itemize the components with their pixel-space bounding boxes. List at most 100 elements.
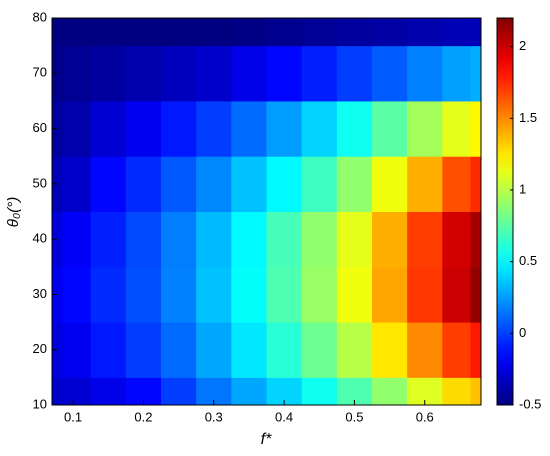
cell — [90, 45, 127, 102]
cell — [442, 322, 471, 378]
cell — [301, 377, 338, 406]
cell — [161, 322, 197, 378]
cell — [90, 377, 127, 406]
cell — [231, 45, 267, 102]
cell — [231, 211, 267, 268]
colorbar-tick-label: 0.5 — [519, 253, 537, 268]
cell — [125, 45, 162, 102]
cell — [407, 211, 443, 268]
cell — [371, 100, 408, 157]
cell — [407, 322, 443, 378]
cell — [336, 211, 373, 268]
cell — [266, 156, 303, 212]
cell — [52, 266, 64, 323]
y-tick-label: 80 — [33, 9, 47, 24]
cell — [196, 18, 232, 47]
cell — [196, 211, 232, 268]
plot-frame — [51, 17, 482, 406]
cell — [62, 45, 92, 102]
cell — [125, 266, 162, 323]
y-tick-label: 20 — [33, 341, 47, 356]
cell — [407, 18, 443, 47]
cell — [442, 156, 471, 212]
cell — [371, 211, 408, 268]
cell — [301, 211, 338, 268]
y-tick-label: 40 — [33, 231, 47, 246]
cell — [470, 377, 482, 406]
cell — [407, 156, 443, 212]
cell — [371, 18, 408, 47]
cell — [52, 377, 64, 406]
cell — [301, 45, 338, 102]
cell — [161, 156, 197, 212]
cell — [52, 211, 64, 268]
cell — [442, 211, 471, 268]
cell — [407, 100, 443, 157]
cell — [442, 45, 471, 102]
x-axis-label: f* — [261, 431, 272, 448]
cell — [196, 266, 232, 323]
cell — [371, 377, 408, 406]
cell — [371, 156, 408, 212]
cell — [231, 322, 267, 378]
cell — [371, 45, 408, 102]
cell — [52, 45, 64, 102]
cell — [125, 18, 162, 47]
cell — [231, 100, 267, 157]
cell — [196, 156, 232, 212]
colorbar-tick-label: 1.5 — [519, 110, 537, 125]
y-tick-label: 70 — [33, 65, 47, 80]
cell — [442, 100, 471, 157]
cell — [442, 18, 471, 47]
cell — [336, 100, 373, 157]
cell — [62, 18, 92, 47]
cell — [470, 156, 482, 212]
cell — [407, 45, 443, 102]
cell — [125, 322, 162, 378]
cell — [301, 322, 338, 378]
cell — [371, 266, 408, 323]
cell — [62, 100, 92, 157]
x-tick-label: 0.1 — [64, 409, 82, 424]
cell — [336, 322, 373, 378]
cell — [336, 45, 373, 102]
x-tick-label: 0.6 — [416, 409, 434, 424]
cell — [470, 18, 482, 47]
colorbar-tick-label: 1 — [519, 181, 526, 196]
colorbar-tick-label: -0.5 — [519, 396, 541, 411]
cell — [470, 100, 482, 157]
colorbar-tick-label: 0 — [519, 325, 526, 340]
cell — [196, 45, 232, 102]
cell — [266, 100, 303, 157]
cell — [62, 377, 92, 406]
y-tick-label: 30 — [33, 286, 47, 301]
cell — [62, 211, 92, 268]
cell — [470, 45, 482, 102]
cell — [266, 18, 303, 47]
cell — [161, 211, 197, 268]
cell — [266, 211, 303, 268]
cell — [196, 100, 232, 157]
cell — [336, 266, 373, 323]
cell — [407, 266, 443, 323]
cell — [266, 45, 303, 102]
colorbar-tick-label: 2 — [519, 38, 526, 53]
cell — [470, 322, 482, 378]
cell — [266, 266, 303, 323]
cell — [266, 322, 303, 378]
cell — [125, 156, 162, 212]
cell — [161, 100, 197, 157]
cell — [301, 18, 338, 47]
cell — [52, 100, 64, 157]
cell — [90, 266, 127, 323]
x-tick-label: 0.4 — [275, 409, 293, 424]
cell — [231, 266, 267, 323]
cell — [231, 377, 267, 406]
cell — [442, 266, 471, 323]
cell — [62, 266, 92, 323]
y-tick-label: 60 — [33, 120, 47, 135]
cell — [196, 322, 232, 378]
y-tick-label: 50 — [33, 175, 47, 190]
cell — [90, 100, 127, 157]
y-tick-label: 10 — [33, 396, 47, 411]
